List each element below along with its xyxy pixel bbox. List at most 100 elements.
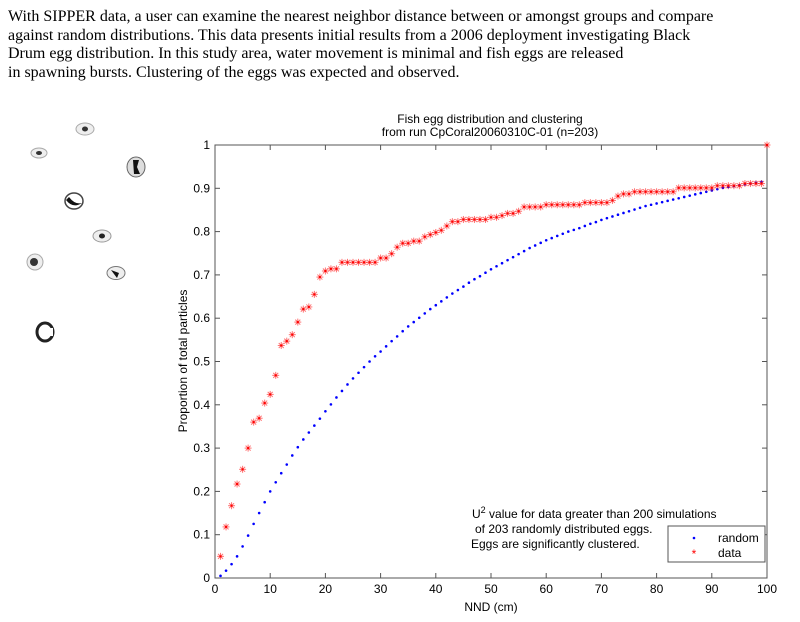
random-point: [451, 292, 454, 295]
random-point: [346, 383, 349, 386]
data-point: [509, 209, 517, 217]
random-point: [644, 204, 647, 208]
fish-egg-image: [30, 147, 48, 159]
data-point: [277, 341, 285, 349]
random-point: [633, 208, 636, 211]
fish-egg-image: [26, 253, 44, 271]
data-point: [658, 188, 666, 196]
annotation-line2: of 203 randomly distributed eggs.: [475, 522, 652, 536]
random-point: [682, 195, 686, 199]
data-point: [437, 226, 445, 234]
y-tick-label: 0.3: [193, 441, 210, 455]
legend-random-label: random: [718, 531, 759, 545]
random-point: [594, 220, 598, 224]
data-point: [250, 418, 258, 426]
random-point: [561, 232, 565, 236]
random-point: [616, 213, 620, 217]
random-point: [622, 211, 625, 215]
data-point: [515, 207, 523, 215]
legend: random * data: [667, 525, 766, 563]
random-point: [445, 296, 449, 299]
data-point: [366, 258, 374, 266]
data-point: [299, 305, 307, 313]
chart-title-line1: Fish egg distribution and clustering: [397, 112, 582, 126]
data-point: [321, 267, 329, 275]
random-point: [517, 252, 520, 256]
random-point: [511, 255, 515, 259]
data-point: [415, 237, 423, 245]
y-tick-label: 0.8: [193, 225, 210, 239]
random-point: [627, 209, 631, 213]
fish-egg-image: [126, 156, 146, 178]
random-point: [699, 191, 703, 195]
x-tick-label: 10: [264, 582, 278, 596]
random-point: [296, 445, 300, 449]
data-point: [575, 201, 583, 209]
random-point: [401, 329, 404, 333]
random-point: [340, 389, 344, 393]
random-point: [638, 206, 642, 210]
random-point: [578, 226, 581, 230]
random-point: [600, 218, 603, 222]
data-point: [735, 182, 743, 190]
random-point: [589, 222, 592, 226]
random-point: [335, 396, 338, 399]
random-point: [428, 307, 432, 311]
random-point: [495, 264, 498, 268]
data-point: [233, 480, 241, 488]
x-tick-label: 100: [757, 582, 777, 596]
random-point: [688, 194, 692, 197]
random-point: [279, 471, 283, 475]
data-point: [763, 141, 771, 149]
data-point: [752, 180, 760, 188]
y-tick-label: 0.5: [193, 355, 210, 369]
intro-line: in spawning bursts. Clustering of the eg…: [8, 63, 460, 81]
data-point: [388, 250, 396, 258]
fish-egg-image: [75, 122, 95, 136]
data-point: [636, 188, 644, 196]
data-point: [393, 243, 401, 251]
random-point: [484, 271, 487, 275]
random-point: [290, 454, 294, 457]
data-point: [537, 203, 545, 211]
random-point: [219, 574, 222, 578]
random-point: [522, 249, 526, 253]
data-point: [239, 465, 247, 473]
random-point: [655, 202, 658, 205]
random-point: [252, 522, 255, 526]
random-point: [660, 200, 664, 204]
data-point: [432, 228, 440, 236]
data-point: [404, 239, 412, 247]
random-point: [230, 562, 233, 566]
data-point: [481, 215, 489, 223]
data-point: [272, 371, 280, 379]
random-point: [583, 224, 587, 228]
data-point: [310, 290, 318, 298]
data-point: [261, 399, 269, 407]
random-point: [368, 360, 371, 363]
fish-egg-image: [35, 321, 55, 343]
random-point: [274, 481, 278, 484]
random-point: [555, 234, 559, 238]
legend-data-label: data: [718, 546, 742, 560]
y-tick-label: 0.7: [193, 268, 210, 282]
random-point: [478, 274, 482, 278]
data-point: [283, 337, 291, 345]
random-point: [467, 281, 471, 284]
data-point: [228, 502, 236, 510]
x-tick-label: 90: [705, 582, 719, 596]
data-point: [454, 218, 462, 226]
x-axis-label: NND (cm): [464, 600, 517, 614]
random-point: [533, 244, 537, 247]
data-point: [443, 222, 451, 230]
random-point: [241, 545, 244, 548]
random-point: [500, 261, 504, 265]
data-point: [625, 190, 633, 198]
data-point: [244, 444, 252, 452]
random-point: [246, 534, 250, 537]
y-tick-label: 0.4: [193, 398, 210, 412]
random-point: [544, 238, 548, 242]
fish-egg-image: [64, 192, 84, 210]
random-point: [235, 555, 239, 558]
data-point: [730, 182, 738, 190]
